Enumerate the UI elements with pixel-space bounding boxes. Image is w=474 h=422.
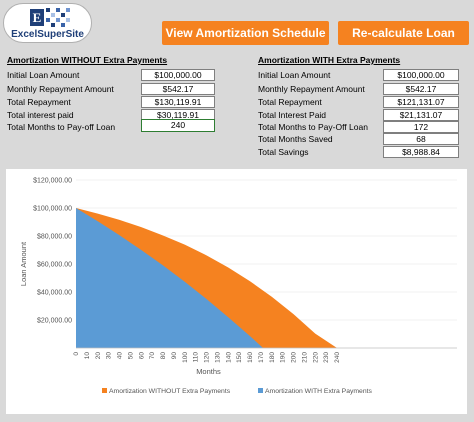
x-tick-label: 150 — [236, 352, 243, 363]
with-value-total-repayment[interactable]: $121,131.07 — [383, 96, 459, 108]
logo-square — [61, 13, 65, 17]
logo-square — [51, 23, 55, 27]
with-extra-title: Amortization WITH Extra Payments — [258, 55, 401, 65]
without-label-initial: Initial Loan Amount — [7, 70, 80, 80]
legend-swatch — [258, 388, 263, 393]
with-value-interest[interactable]: $21,131.07 — [383, 109, 459, 121]
x-axis-title: Months — [196, 367, 221, 376]
logo-square — [46, 18, 50, 22]
x-tick-label: 240 — [334, 352, 341, 363]
y-tick-label: $20,000.00 — [37, 318, 72, 325]
with-label-months: Total Months to Pay-Off Loan — [258, 122, 368, 132]
x-tick-label: 100 — [182, 352, 189, 363]
y-tick-label: $80,000.00 — [37, 234, 72, 241]
amortization-chart: $20,000.00 $40,000.00 $60,000.00 $80,000.00… — [6, 169, 467, 414]
x-tick-label: 20 — [95, 352, 102, 360]
with-label-months-saved: Total Months Saved — [258, 134, 333, 144]
without-label-months: Total Months to Pay-off Loan — [7, 122, 116, 132]
legend-swatch — [102, 388, 107, 393]
without-extra-title: Amortization WITHOUT Extra Payments — [7, 55, 168, 65]
with-value-monthly[interactable]: $542.17 — [383, 83, 459, 95]
x-tick-label: 220 — [312, 352, 319, 363]
x-tick-label: 160 — [247, 352, 254, 363]
x-tick-label: 0 — [73, 352, 80, 356]
chart-svg: $20,000.00 $40,000.00 $60,000.00 $80,000.00… — [19, 178, 457, 395]
without-label-total-repayment: Total Repayment — [7, 97, 71, 107]
series-with-extra-area — [76, 208, 264, 348]
with-label-savings: Total Savings — [258, 147, 309, 157]
without-value-monthly[interactable]: $542.17 — [141, 83, 215, 95]
legend-label: Amortization WITHOUT Extra Payments — [109, 388, 231, 395]
without-value-initial[interactable]: $100,000.00 — [141, 69, 215, 81]
x-tick-label: 190 — [280, 352, 287, 363]
x-tick-label: 230 — [323, 352, 330, 363]
with-label-total-repayment: Total Repayment — [258, 97, 322, 107]
logo-square — [46, 8, 50, 12]
without-value-months[interactable]: 240 — [141, 119, 215, 132]
x-tick-label: 70 — [149, 352, 156, 360]
y-tick-label: $40,000.00 — [37, 290, 72, 297]
without-label-interest: Total interest paid — [7, 110, 74, 120]
with-value-initial[interactable]: $100,000.00 — [383, 69, 459, 81]
x-tick-label: 40 — [117, 352, 124, 360]
excelsupersite-logo: E ExcelSuperSite — [3, 3, 92, 43]
logo-square — [56, 8, 60, 12]
x-tick-label: 200 — [291, 352, 298, 363]
x-tick-label: 170 — [258, 352, 265, 363]
y-axis-title: Loan Amount — [19, 241, 28, 286]
y-tick-label: $60,000.00 — [37, 262, 72, 269]
x-tick-label: 90 — [171, 352, 178, 360]
with-value-months-saved[interactable]: 68 — [383, 133, 459, 145]
with-value-months[interactable]: 172 — [383, 121, 459, 133]
logo-square — [66, 8, 70, 12]
x-tick-label: 10 — [84, 352, 91, 360]
without-value-total-repayment[interactable]: $130,119.91 — [141, 96, 215, 108]
x-tick-label: 30 — [106, 352, 113, 360]
with-label-monthly: Monthly Repayment Amount — [258, 84, 365, 94]
y-tick-label: $100,000.00 — [33, 206, 72, 213]
x-tick-label: 110 — [193, 352, 200, 363]
view-amortization-schedule-button[interactable]: View Amortization Schedule — [162, 21, 329, 45]
legend-label: Amortization WITH Extra Payments — [265, 388, 372, 395]
logo-square — [66, 18, 70, 22]
x-tick-label: 50 — [127, 352, 134, 360]
logo-text: ExcelSuperSite — [11, 29, 84, 40]
logo-square — [61, 23, 65, 27]
logo-mark-icon: E — [26, 7, 70, 27]
x-tick-label: 140 — [225, 352, 232, 363]
logo-square — [51, 13, 55, 17]
y-tick-label: $120,000.00 — [33, 178, 72, 185]
with-label-initial: Initial Loan Amount — [258, 70, 331, 80]
without-label-monthly: Monthly Repayment Amount — [7, 84, 114, 94]
logo-square — [56, 18, 60, 22]
with-value-savings[interactable]: $8,988.84 — [383, 146, 459, 158]
logo-letter: E — [30, 9, 44, 26]
x-tick-label: 80 — [160, 352, 167, 360]
x-tick-label: 180 — [269, 352, 276, 363]
x-tick-label: 120 — [204, 352, 211, 363]
x-tick-label: 210 — [301, 352, 308, 363]
x-tick-label: 60 — [138, 352, 145, 360]
x-tick-label: 130 — [214, 352, 221, 363]
with-label-interest: Total Interest Paid — [258, 110, 327, 120]
recalculate-loan-button[interactable]: Re-calculate Loan — [338, 21, 469, 45]
